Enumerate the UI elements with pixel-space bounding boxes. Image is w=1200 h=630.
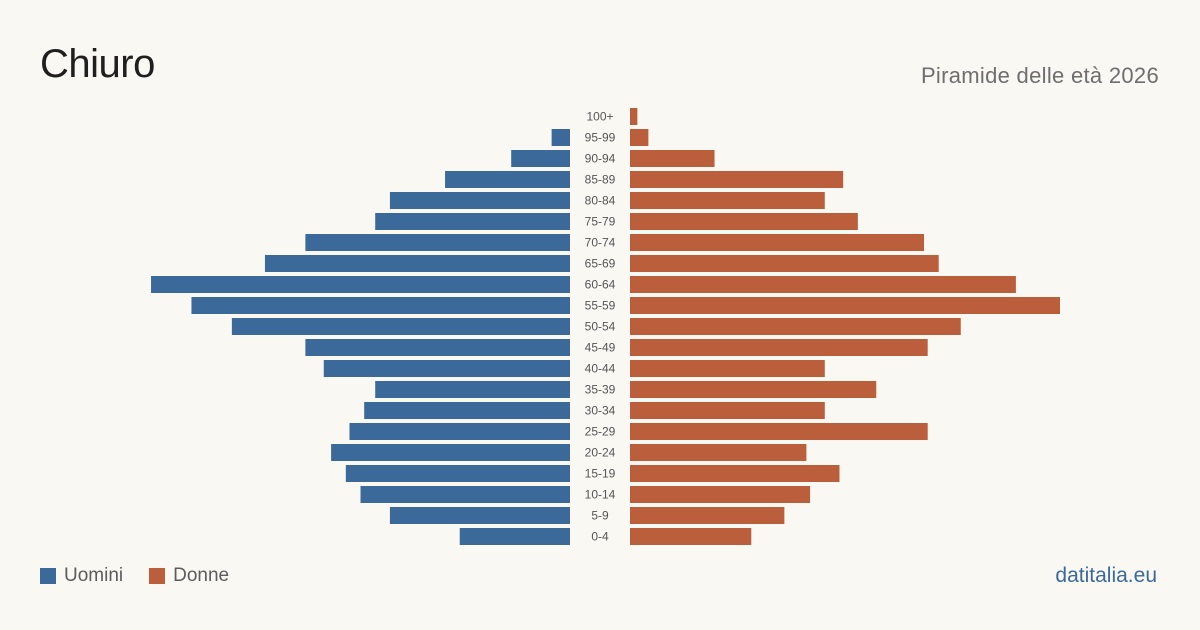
- bar-women-30-34: [630, 402, 825, 419]
- bar-men-15-19: [345, 465, 570, 482]
- age-label-45-49: 45-49: [585, 341, 616, 355]
- bar-women-0-4: [630, 528, 752, 545]
- bar-women-35-39: [630, 381, 877, 398]
- bar-women-5-9: [630, 507, 785, 524]
- bar-men-5-9: [389, 507, 570, 524]
- age-label-100plus: 100+: [586, 110, 613, 124]
- bar-men-10-14: [360, 486, 570, 503]
- bar-men-60-64: [151, 276, 570, 293]
- age-label-20-24: 20-24: [585, 446, 616, 460]
- legend-label-men: Uomini: [64, 565, 124, 586]
- chart-title: Chiuro: [40, 42, 155, 86]
- age-label-90-94: 90-94: [585, 152, 616, 166]
- bar-men-35-39: [375, 381, 570, 398]
- bar-women-70-74: [630, 234, 925, 251]
- age-label-50-54: 50-54: [585, 320, 616, 334]
- chart-subtitle: Piramide delle età 2026: [920, 63, 1159, 88]
- age-label-80-84: 80-84: [585, 194, 616, 208]
- age-label-40-44: 40-44: [585, 362, 616, 376]
- age-label-60-64: 60-64: [585, 278, 616, 292]
- bar-women-10-14: [630, 486, 811, 503]
- bar-men-85-89: [445, 171, 570, 188]
- bar-women-50-54: [630, 318, 961, 335]
- bar-men-45-49: [305, 339, 570, 356]
- bar-men-40-44: [323, 360, 570, 377]
- bar-women-55-59: [630, 297, 1060, 314]
- bar-men-90-94: [511, 150, 570, 167]
- bar-men-95-99: [551, 129, 570, 146]
- bar-women-25-29: [630, 423, 928, 440]
- legend-swatch-men: [40, 568, 56, 584]
- bar-women-85-89: [630, 171, 844, 188]
- age-label-70-74: 70-74: [585, 236, 616, 250]
- bar-men-65-69: [264, 255, 570, 272]
- age-label-75-79: 75-79: [585, 215, 616, 229]
- bar-women-100plus: [630, 108, 638, 125]
- age-label-35-39: 35-39: [585, 383, 616, 397]
- bar-men-70-74: [305, 234, 570, 251]
- age-label-25-29: 25-29: [585, 425, 616, 439]
- age-label-10-14: 10-14: [585, 488, 616, 502]
- bar-men-20-24: [331, 444, 570, 461]
- bar-women-20-24: [630, 444, 807, 461]
- age-label-30-34: 30-34: [585, 404, 616, 418]
- bar-women-90-94: [630, 150, 715, 167]
- brand-link[interactable]: datitalia.eu: [1055, 564, 1157, 587]
- age-label-65-69: 65-69: [585, 257, 616, 271]
- age-label-85-89: 85-89: [585, 173, 616, 187]
- bar-women-65-69: [630, 255, 939, 272]
- bar-women-45-49: [630, 339, 928, 356]
- bar-women-40-44: [630, 360, 825, 377]
- bar-men-30-34: [364, 402, 570, 419]
- bar-men-50-54: [231, 318, 570, 335]
- age-label-5-9: 5-9: [591, 509, 609, 523]
- age-label-55-59: 55-59: [585, 299, 616, 313]
- age-label-95-99: 95-99: [585, 131, 616, 145]
- legend-swatch-women: [149, 568, 166, 584]
- bar-women-75-79: [630, 213, 858, 230]
- age-label-15-19: 15-19: [585, 467, 616, 481]
- legend: Uomini Donne: [40, 565, 229, 587]
- legend-item-men: Uomini: [40, 565, 123, 587]
- bar-women-80-84: [630, 192, 825, 209]
- bar-men-75-79: [375, 213, 570, 230]
- legend-label-women: Donne: [173, 565, 230, 586]
- bar-women-60-64: [630, 276, 1016, 293]
- bar-men-80-84: [389, 192, 570, 209]
- age-label-0-4: 0-4: [591, 530, 609, 544]
- bar-men-25-29: [349, 423, 570, 440]
- bar-women-95-99: [630, 129, 649, 146]
- legend-item-women: Donne: [149, 565, 229, 587]
- bar-men-0-4: [459, 528, 570, 545]
- bar-women-15-19: [630, 465, 840, 482]
- bar-men-55-59: [191, 297, 570, 314]
